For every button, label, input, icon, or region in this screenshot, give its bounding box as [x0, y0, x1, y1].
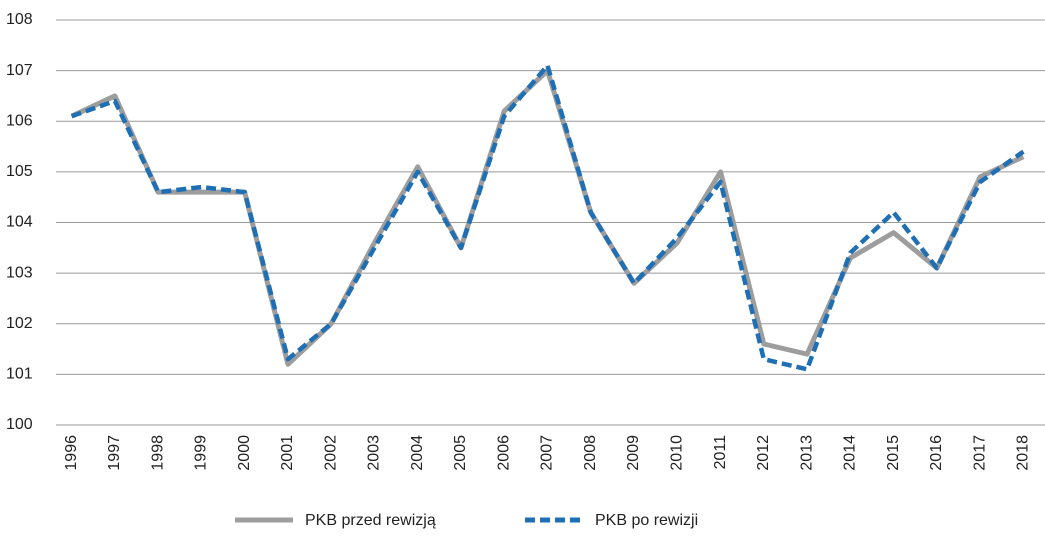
x-tick-label: 2018 — [1015, 435, 1032, 471]
legend-label: PKB przed rewizją — [305, 512, 436, 529]
x-tick-label: 2004 — [409, 435, 426, 471]
y-tick-label: 108 — [6, 11, 33, 28]
x-tick-label: 2009 — [625, 435, 642, 471]
x-tick-label: 2011 — [712, 435, 729, 470]
x-tick-label: 1997 — [106, 435, 123, 471]
y-tick-label: 104 — [6, 214, 33, 231]
x-tick-label: 2012 — [755, 435, 772, 471]
y-tick-label: 103 — [6, 264, 33, 281]
y-tick-label: 107 — [6, 62, 33, 79]
legend-label: PKB po rewizji — [595, 512, 698, 529]
x-tick-label: 2006 — [495, 435, 512, 471]
y-tick-label: 101 — [6, 366, 33, 383]
x-tick-label: 2016 — [928, 435, 945, 471]
x-tick-label: 2008 — [582, 435, 599, 471]
x-tick-label: 2015 — [885, 435, 902, 471]
x-tick-label: 2003 — [366, 435, 383, 471]
x-tick-label: 2014 — [842, 435, 859, 471]
y-tick-label: 100 — [6, 416, 33, 433]
x-tick-label: 2005 — [452, 435, 469, 471]
x-tick-label: 2010 — [669, 435, 686, 471]
series-line — [70, 63, 1025, 372]
y-tick-label: 102 — [6, 315, 33, 332]
x-tick-label: 2017 — [971, 435, 988, 471]
y-tick-label: 106 — [6, 112, 33, 129]
x-tick-label: 1998 — [149, 435, 166, 471]
x-tick-label: 2001 — [279, 435, 296, 471]
x-tick-label: 1996 — [63, 435, 80, 471]
x-tick-label: 2007 — [539, 435, 556, 471]
series-line — [70, 68, 1025, 367]
x-tick-label: 2002 — [322, 435, 339, 471]
x-tick-label: 2000 — [236, 435, 253, 471]
x-tick-label: 1999 — [193, 435, 210, 471]
y-tick-label: 105 — [6, 163, 33, 180]
x-tick-label: 2013 — [798, 435, 815, 471]
